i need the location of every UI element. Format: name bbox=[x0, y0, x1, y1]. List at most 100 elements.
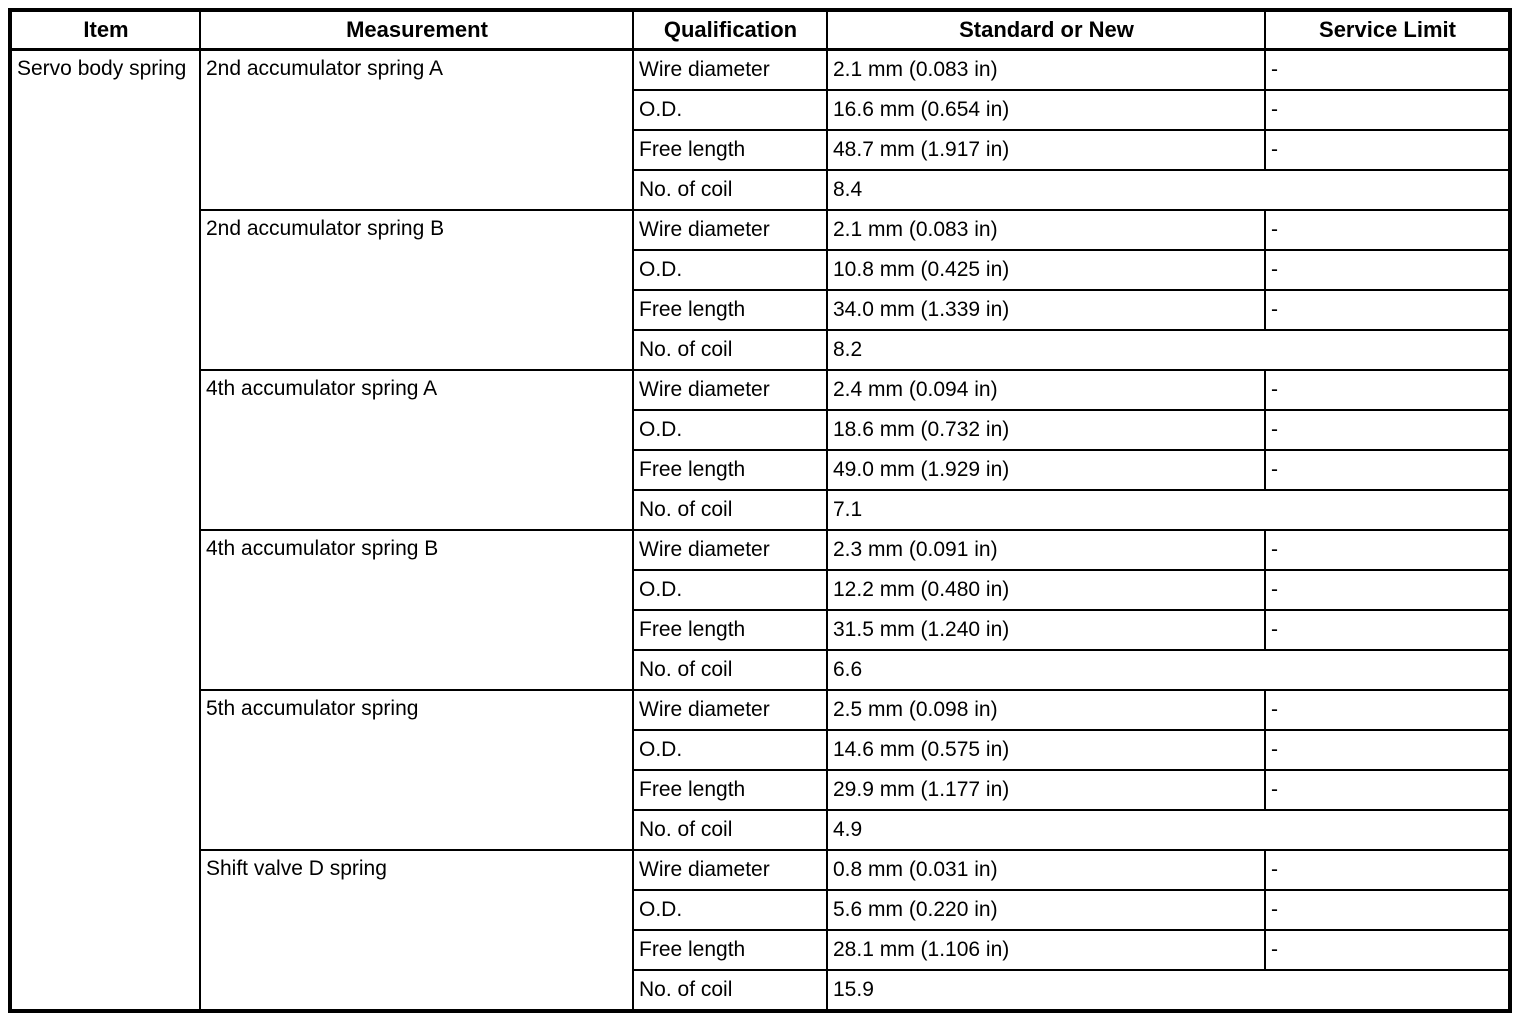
measurement-cell: 4th accumulator spring B bbox=[199, 529, 634, 691]
qualification-cell: O.D. bbox=[632, 89, 828, 131]
standard-cell: 34.0 mm (1.339 in) bbox=[826, 289, 1266, 331]
table-row: 4th accumulator spring A Wire diameter 2… bbox=[10, 369, 1511, 531]
standard-cell: 12.2 mm (0.480 in) bbox=[826, 569, 1266, 611]
standard-cell: 48.7 mm (1.917 in) bbox=[826, 129, 1266, 171]
standard-cell: 10.8 mm (0.425 in) bbox=[826, 249, 1266, 291]
column-header-qualification: Qualification bbox=[632, 9, 828, 51]
qualification-cell: Free length bbox=[632, 769, 828, 811]
service-limit-cell: - bbox=[1264, 249, 1511, 291]
coil-value-cell: 8.4 bbox=[826, 169, 1511, 211]
table-row: Free length 34.0 mm (1.339 in) - bbox=[10, 289, 1511, 331]
column-header-item: Item bbox=[9, 9, 201, 51]
standard-cell: 28.1 mm (1.106 in) bbox=[826, 929, 1266, 971]
standard-cell: 2.4 mm (0.094 in) bbox=[826, 369, 1266, 411]
standard-cell: 14.6 mm (0.575 in) bbox=[826, 729, 1266, 771]
table-row: O.D. 16.6 mm (0.654 in) - bbox=[10, 89, 1511, 131]
measurement-cell: 2nd accumulator spring A bbox=[199, 48, 634, 211]
qualification-cell: No. of coil bbox=[632, 969, 828, 1012]
qualification-cell: No. of coil bbox=[632, 329, 828, 371]
table-row: 2nd accumulator spring B Wire diameter 2… bbox=[10, 209, 1511, 371]
service-limit-cell: - bbox=[1264, 529, 1511, 571]
coil-value-cell: 15.9 bbox=[826, 969, 1511, 1012]
standard-cell: 18.6 mm (0.732 in) bbox=[826, 409, 1266, 451]
standard-cell: 2.3 mm (0.091 in) bbox=[826, 529, 1266, 571]
service-limit-cell: - bbox=[1264, 769, 1511, 811]
qualification-cell: No. of coil bbox=[632, 649, 828, 691]
service-limit-cell: - bbox=[1264, 409, 1511, 451]
table-row: O.D. 10.8 mm (0.425 in) - bbox=[10, 249, 1511, 291]
qualification-cell: Free length bbox=[632, 609, 828, 651]
service-limit-cell: - bbox=[1264, 209, 1511, 251]
header-row: Item Measurement Qualification Standard … bbox=[9, 9, 1511, 51]
coil-value-cell: 8.2 bbox=[826, 329, 1511, 371]
table-row: 4th accumulator spring B Wire diameter 2… bbox=[10, 529, 1511, 691]
qualification-cell: Wire diameter bbox=[632, 689, 828, 731]
column-header-standard-or-new: Standard or New bbox=[826, 9, 1266, 51]
coil-value-cell: 7.1 bbox=[826, 489, 1511, 531]
table-row: O.D. 14.6 mm (0.575 in) - bbox=[10, 729, 1511, 771]
qualification-cell: O.D. bbox=[632, 569, 828, 611]
standard-cell: 2.1 mm (0.083 in) bbox=[826, 48, 1266, 91]
qualification-cell: Free length bbox=[632, 929, 828, 971]
table-row: Free length 48.7 mm (1.917 in) - bbox=[10, 129, 1511, 171]
service-limit-cell: - bbox=[1264, 449, 1511, 491]
table-row: Free length 29.9 mm (1.177 in) - bbox=[10, 769, 1511, 811]
qualification-cell: No. of coil bbox=[632, 489, 828, 531]
standard-cell: 16.6 mm (0.654 in) bbox=[826, 89, 1266, 131]
qualification-cell: O.D. bbox=[632, 249, 828, 291]
measurement-cell: 2nd accumulator spring B bbox=[199, 209, 634, 371]
qualification-cell: Wire diameter bbox=[632, 209, 828, 251]
qualification-cell: Wire diameter bbox=[632, 529, 828, 571]
table-row: Servo body spring 2nd accumulator spring… bbox=[9, 48, 1511, 1012]
service-limit-cell: - bbox=[1264, 889, 1511, 931]
service-limit-cell: - bbox=[1264, 729, 1511, 771]
qualification-cell: Free length bbox=[632, 289, 828, 331]
measurement-cell: 4th accumulator spring A bbox=[199, 369, 634, 531]
table-row: No. of coil 6.6 bbox=[10, 649, 1511, 691]
measurement-cell: 5th accumulator spring bbox=[199, 689, 634, 851]
service-limit-cell: - bbox=[1264, 849, 1511, 891]
qualification-cell: No. of coil bbox=[632, 169, 828, 211]
standard-cell: 29.9 mm (1.177 in) bbox=[826, 769, 1266, 811]
table-row: No. of coil 8.4 bbox=[10, 169, 1511, 211]
service-limit-cell: - bbox=[1264, 569, 1511, 611]
standard-cell: 2.5 mm (0.098 in) bbox=[826, 689, 1266, 731]
qualification-cell: No. of coil bbox=[632, 809, 828, 851]
table-row: Shift valve D spring Wire diameter 0.8 m… bbox=[10, 849, 1511, 1012]
service-limit-cell: - bbox=[1264, 609, 1511, 651]
service-limit-cell: - bbox=[1264, 689, 1511, 731]
service-limit-cell: - bbox=[1264, 929, 1511, 971]
table-row: No. of coil 4.9 bbox=[10, 809, 1511, 851]
item-cell: Servo body spring bbox=[9, 48, 201, 1012]
standard-cell: 2.1 mm (0.083 in) bbox=[826, 209, 1266, 251]
coil-value-cell: 6.6 bbox=[826, 649, 1511, 691]
table-row: 5th accumulator spring Wire diameter 2.5… bbox=[10, 689, 1511, 851]
qualification-cell: Free length bbox=[632, 449, 828, 491]
service-limit-cell: - bbox=[1264, 48, 1511, 91]
qualification-cell: O.D. bbox=[632, 729, 828, 771]
standard-cell: 0.8 mm (0.031 in) bbox=[826, 849, 1266, 891]
table-row: Free length 31.5 mm (1.240 in) - bbox=[10, 609, 1511, 651]
standard-cell: 49.0 mm (1.929 in) bbox=[826, 449, 1266, 491]
table-row: O.D. 5.6 mm (0.220 in) - bbox=[10, 889, 1511, 931]
qualification-cell: Free length bbox=[632, 129, 828, 171]
measurement-cell: Shift valve D spring bbox=[199, 849, 634, 1012]
table-row: No. of coil 8.2 bbox=[10, 329, 1511, 371]
coil-value-cell: 4.9 bbox=[826, 809, 1511, 851]
service-limit-cell: - bbox=[1264, 89, 1511, 131]
table-row: O.D. 12.2 mm (0.480 in) - bbox=[10, 569, 1511, 611]
column-header-service-limit: Service Limit bbox=[1264, 9, 1511, 51]
spring-spec-table: Item Measurement Qualification Standard … bbox=[8, 8, 1512, 1013]
standard-cell: 5.6 mm (0.220 in) bbox=[826, 889, 1266, 931]
qualification-cell: Wire diameter bbox=[632, 849, 828, 891]
qualification-cell: O.D. bbox=[632, 409, 828, 451]
qualification-cell: Wire diameter bbox=[632, 48, 828, 91]
table-row: O.D. 18.6 mm (0.732 in) - bbox=[10, 409, 1511, 451]
service-limit-cell: - bbox=[1264, 369, 1511, 411]
table-row: Free length 49.0 mm (1.929 in) - bbox=[10, 449, 1511, 491]
service-limit-cell: - bbox=[1264, 129, 1511, 171]
qualification-cell: O.D. bbox=[632, 889, 828, 931]
service-limit-cell: - bbox=[1264, 289, 1511, 331]
qualification-cell: Wire diameter bbox=[632, 369, 828, 411]
standard-cell: 31.5 mm (1.240 in) bbox=[826, 609, 1266, 651]
